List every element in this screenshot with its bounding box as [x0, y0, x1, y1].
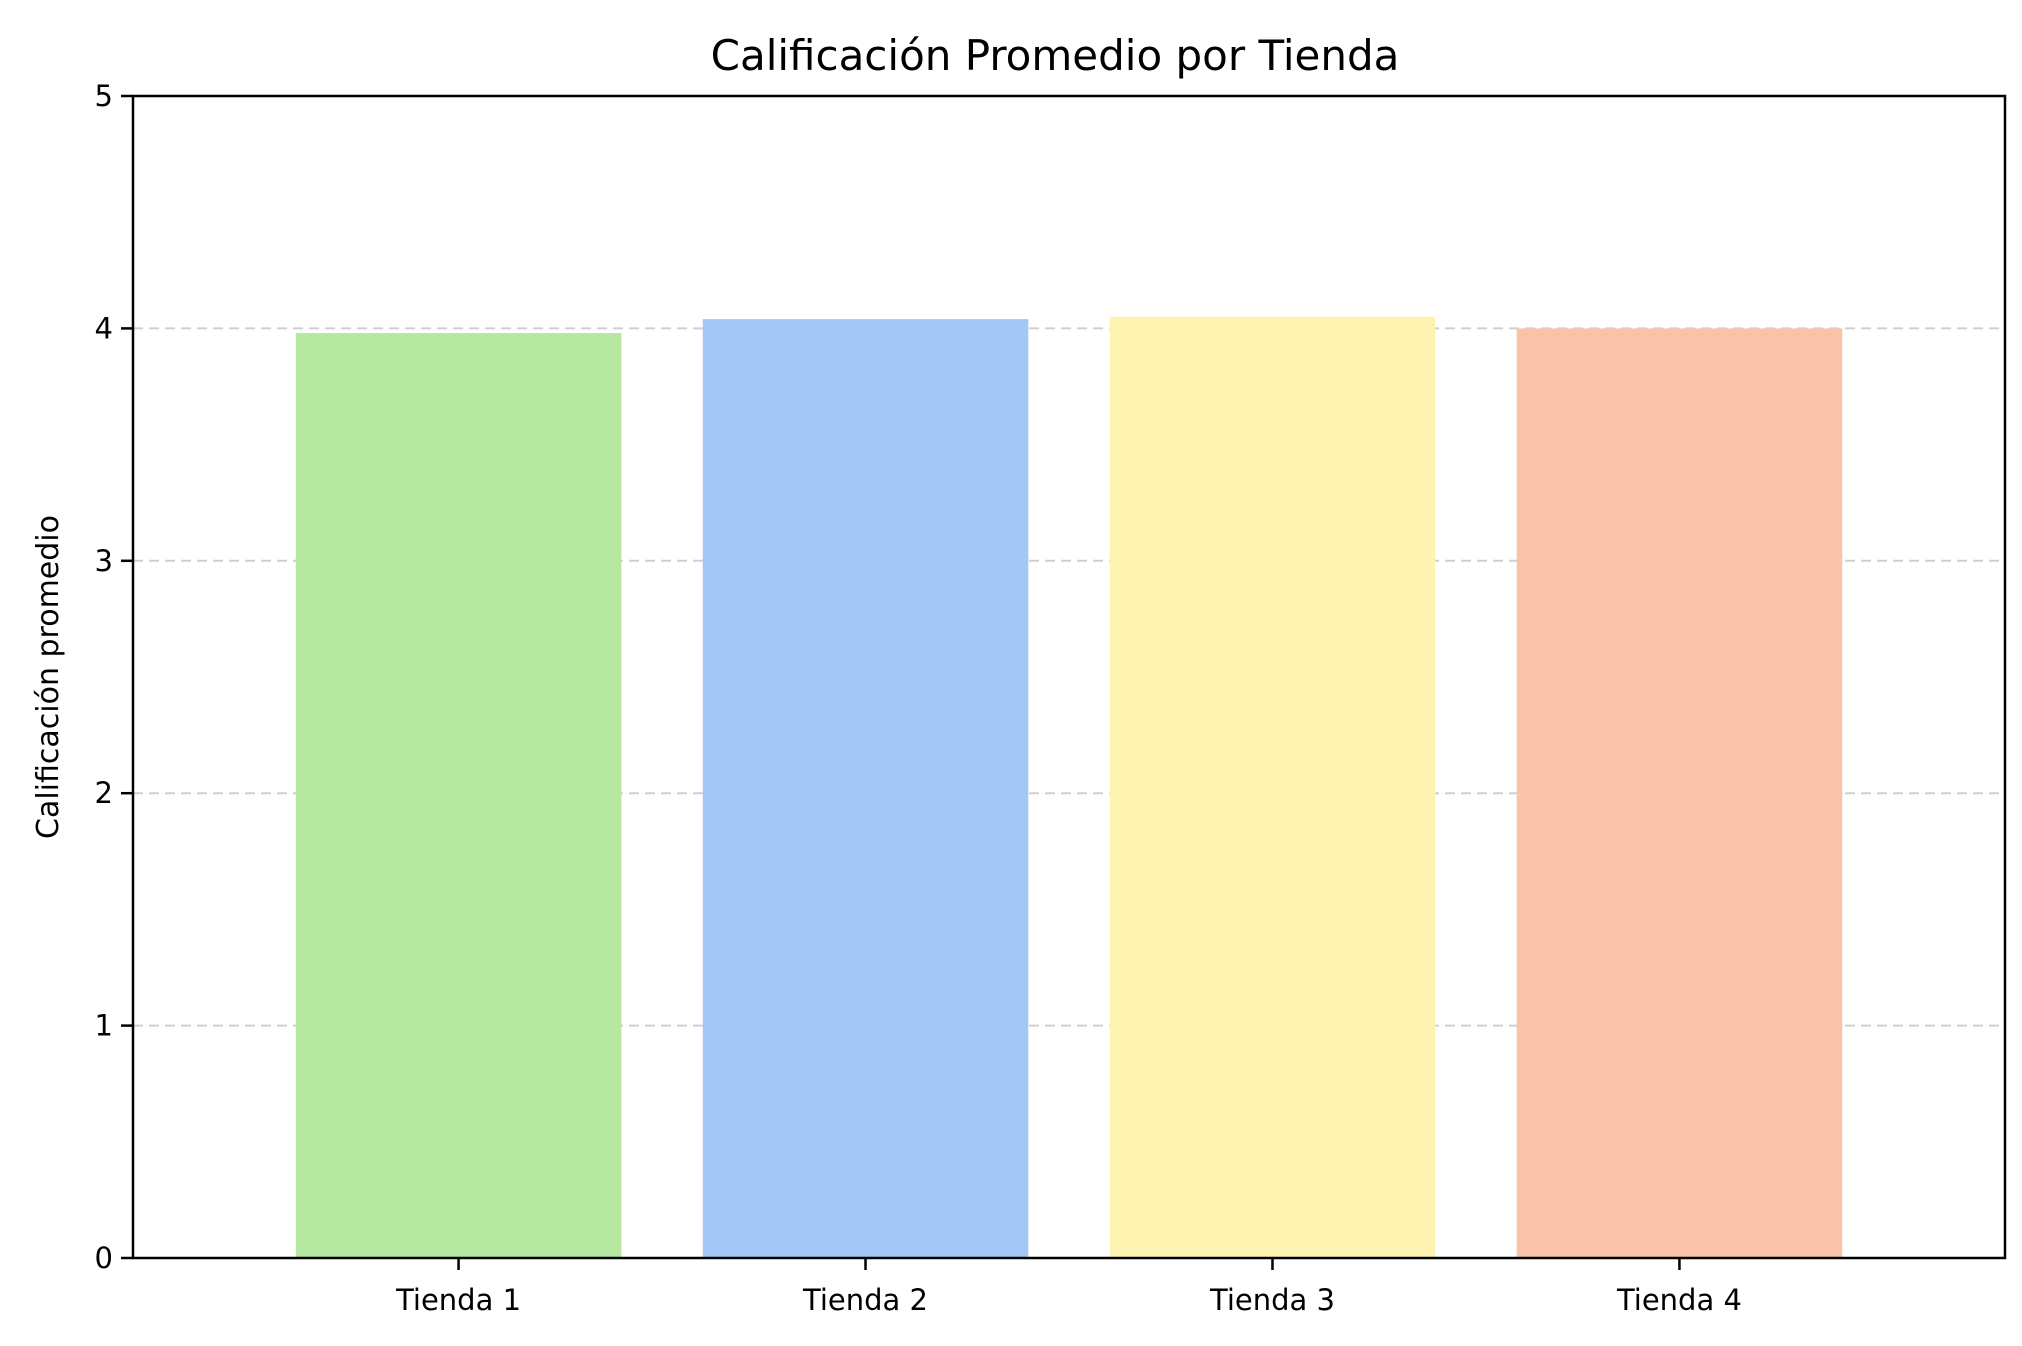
bar-3 [1109, 316, 1436, 1258]
x-tick-label-4: Tienda 4 [1616, 1283, 1742, 1317]
y-axis-ticks: 0 1 2 3 4 5 [95, 79, 133, 1275]
y-tick-label-0: 0 [95, 1241, 113, 1275]
y-tick-label-4: 4 [95, 311, 113, 345]
x-axis-ticks: Tienda 1 Tienda 2 Tienda 3 Tienda 4 [395, 1258, 1742, 1317]
axes [131, 94, 2007, 1260]
y-axis-label: Calificación promedio [31, 515, 66, 839]
x-tick-label-3: Tienda 3 [1209, 1283, 1335, 1317]
x-tick-label-1: Tienda 1 [395, 1283, 521, 1317]
x-tick-label-2: Tienda 2 [802, 1283, 928, 1317]
y-tick-label-2: 2 [95, 776, 113, 810]
chart-title: Calificación Promedio por Tienda [711, 31, 1400, 80]
bar-4 [1516, 328, 1843, 1258]
plot-frame [131, 94, 2007, 1260]
bar-1 [295, 333, 622, 1259]
bars [295, 316, 1843, 1259]
y-tick-label-5: 5 [95, 79, 113, 113]
y-tick-label-3: 3 [95, 544, 113, 578]
y-tick-label-1: 1 [95, 1009, 113, 1043]
bar-2 [702, 319, 1029, 1258]
